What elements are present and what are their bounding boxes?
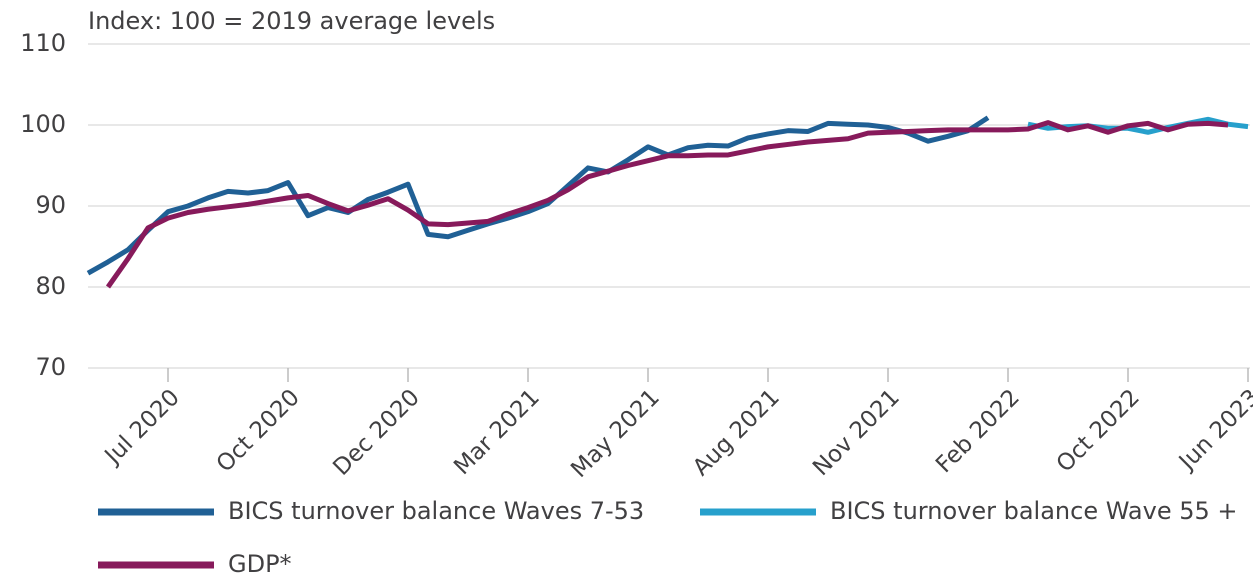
x-tick-label: Nov 2021	[808, 384, 905, 481]
legend-label: GDP*	[228, 550, 292, 575]
legend-label: BICS turnover balance Wave 55 +	[830, 497, 1237, 525]
legend-label: BICS turnover balance Waves 7-53	[228, 497, 644, 525]
line-series	[86, 115, 990, 276]
x-tick-label: Jun 2023	[1173, 384, 1253, 476]
x-tick-label: Jul 2020	[99, 384, 185, 470]
x-tick-label: Oct 2020	[212, 384, 305, 477]
y-tick-label: 90	[35, 191, 66, 219]
y-tick-label: 80	[35, 272, 66, 300]
y-tick-label: 70	[35, 353, 66, 381]
y-tick-label: 100	[20, 110, 66, 138]
line-series	[105, 120, 1229, 289]
x-tick-label: Aug 2021	[688, 384, 785, 481]
x-tick-label: Dec 2020	[328, 384, 424, 480]
x-tick-label: Feb 2022	[931, 384, 1025, 478]
x-tick-label: Mar 2021	[449, 384, 545, 480]
chart-subtitle: Index: 100 = 2019 average levels	[88, 7, 495, 35]
y-tick-label: 110	[20, 29, 66, 57]
x-tick-label: Oct 2022	[1052, 384, 1145, 477]
x-tick-label: May 2021	[566, 384, 665, 483]
